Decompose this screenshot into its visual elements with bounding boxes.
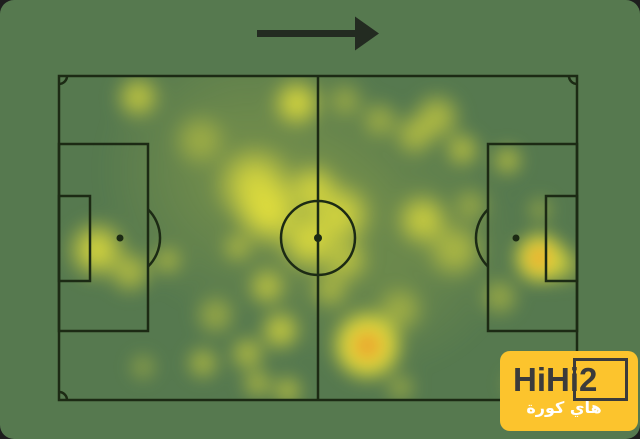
heat-blob (125, 349, 161, 385)
heatmap-layer (59, 76, 577, 400)
heat-blob (182, 342, 224, 384)
attack-direction-arrow (257, 16, 379, 51)
brand-name: HiHi2 (513, 361, 598, 398)
heat-blob (230, 90, 530, 390)
watermark-badge: HiHi2 هاي كورة (500, 351, 638, 431)
brand-tagline: هاي كورة (526, 398, 602, 417)
heat-blobs (59, 76, 577, 400)
